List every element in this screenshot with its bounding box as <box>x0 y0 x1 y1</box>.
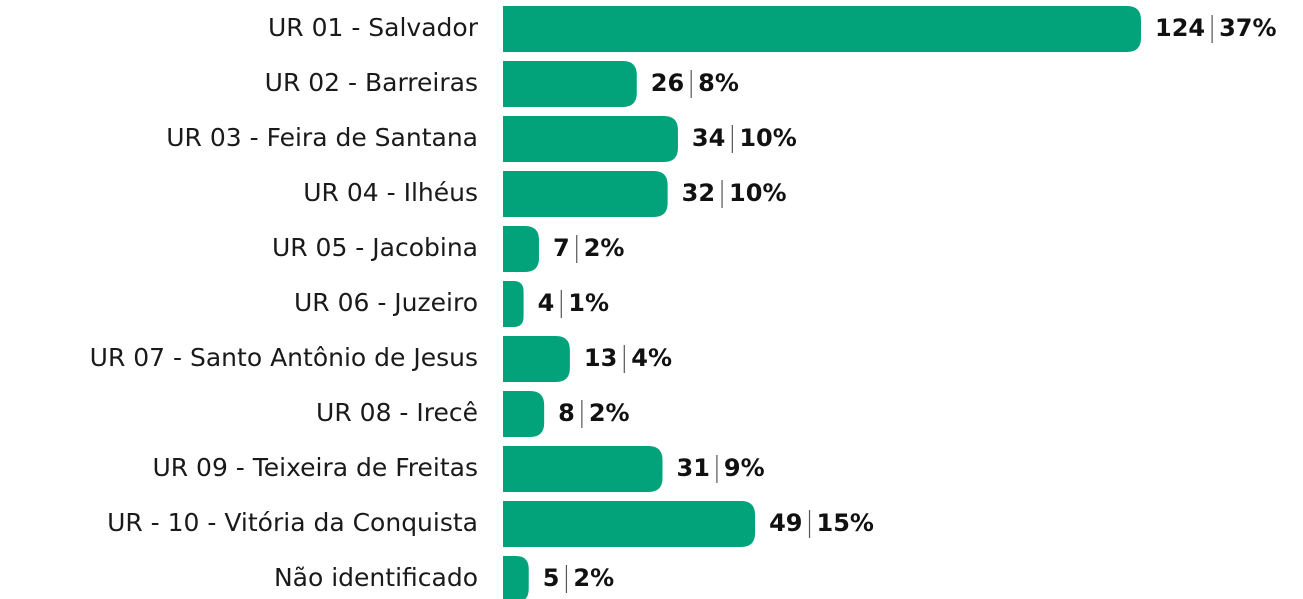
bar <box>503 61 637 107</box>
share-label: 37% <box>1219 14 1276 42</box>
category-label: UR 07 - Santo Antônio de Jesus <box>90 343 478 372</box>
bar <box>503 171 668 217</box>
value-label: 13 <box>584 344 617 372</box>
share-label: 10% <box>739 124 796 152</box>
bar <box>503 391 545 437</box>
bar <box>503 226 540 272</box>
value-label: 8 <box>558 399 575 427</box>
share-label: 2% <box>589 399 630 427</box>
category-label: UR - 10 - Vitória da Conquista <box>107 508 478 537</box>
share-label: 15% <box>817 509 874 537</box>
category-label: UR 09 - Teixeira de Freitas <box>152 453 478 482</box>
bar <box>503 556 529 599</box>
bar <box>503 446 663 492</box>
category-label: UR 05 - Jacobina <box>272 233 478 262</box>
category-label: UR 02 - Barreiras <box>265 68 478 97</box>
bar <box>503 336 570 382</box>
value-label: 32 <box>682 179 715 207</box>
category-label: UR 08 - Irecê <box>316 398 478 427</box>
value-label: 124 <box>1155 14 1205 42</box>
bar <box>503 281 524 327</box>
bar <box>503 501 756 547</box>
bar <box>503 6 1141 52</box>
category-label: UR 01 - Salvador <box>268 13 479 42</box>
value-label: 26 <box>651 69 684 97</box>
category-label: UR 03 - Feira de Santana <box>166 123 478 152</box>
share-label: 10% <box>729 179 786 207</box>
share-label: 1% <box>568 289 609 317</box>
value-label: 34 <box>692 124 725 152</box>
share-label: 4% <box>631 344 672 372</box>
value-label: 31 <box>677 454 710 482</box>
category-label: UR 06 - Juzeiro <box>294 288 478 317</box>
category-label: UR 04 - Ilhéus <box>303 178 478 207</box>
value-label: 4 <box>538 289 555 317</box>
value-label: 49 <box>769 509 802 537</box>
share-label: 2% <box>584 234 625 262</box>
bar <box>503 116 678 162</box>
value-label: 5 <box>543 564 560 592</box>
share-label: 8% <box>698 69 739 97</box>
category-label: Não identificado <box>274 563 478 592</box>
share-label: 9% <box>724 454 765 482</box>
share-label: 2% <box>573 564 614 592</box>
value-label: 7 <box>553 234 570 262</box>
